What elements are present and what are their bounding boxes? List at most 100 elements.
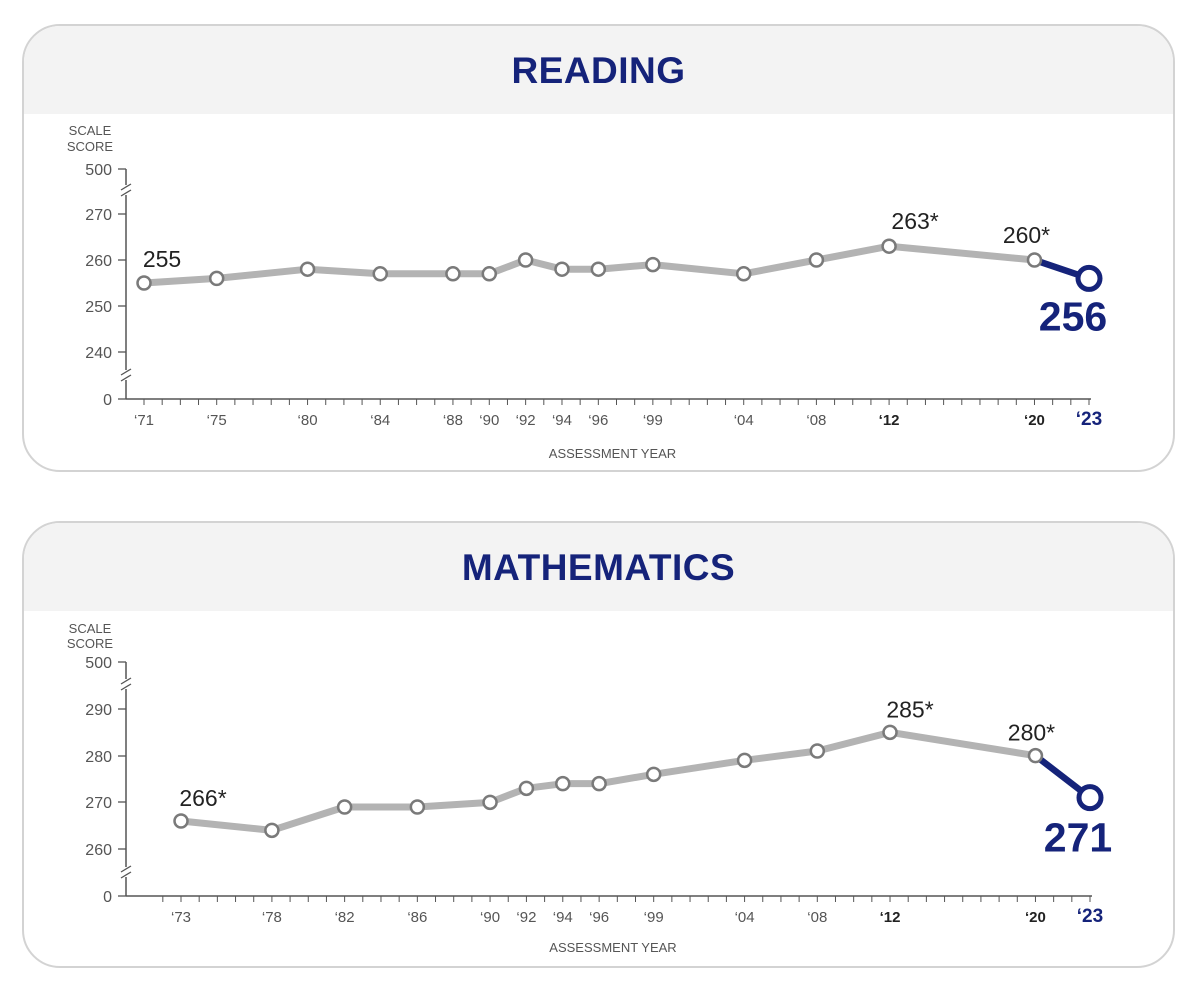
mathematics-data-point [591,775,607,792]
reading-x-tick-label: ‘88 [443,412,463,429]
reading-panel: READING [22,24,1175,472]
mathematics-y-tick-label: 280 [85,749,112,766]
reading-y-tick-label: 250 [85,299,112,316]
mathematics-x-tick-label: ‘78 [262,909,282,926]
reading-data-point [808,252,825,268]
mathematics-data-label: 266* [179,785,226,811]
mathematics-x-tick-label: ‘92 [516,909,536,926]
reading-highlight-label: 256 [1039,293,1107,339]
mathematics-data-point [882,724,898,741]
mathematics-panel-header: MATHEMATICS [24,523,1173,611]
reading-x-tick-label: ‘94 [552,412,572,429]
mathematics-data-point [736,752,753,769]
mathematics-data-point [555,775,571,792]
reading-data-point [136,275,152,291]
reading-data-label: 260* [1003,222,1050,248]
reading-data-point [445,266,461,282]
mathematics-data-label: 285* [886,696,933,722]
reading-x-tick-label: ‘75 [207,412,227,429]
mathematics-x-tick-label: ‘94 [553,909,573,926]
mathematics-data-point [809,743,826,759]
mathematics-x-tick-label: ‘08 [807,909,827,926]
mathematics-y-tick-label: 290 [85,702,112,719]
mathematics-axis-break-mark [120,871,132,879]
reading-data-point [554,261,570,277]
mathematics-x-tick-label: ‘12 [880,909,901,926]
reading-x-tick-label: ‘71 [134,412,154,429]
reading-data-point [481,266,498,282]
mathematics-y-axis-label: SCALE [69,621,112,636]
reading-data-point [645,256,661,273]
mathematics-x-tick-label: ‘04 [735,909,755,926]
mathematics-x-tick-label: ‘96 [589,909,609,926]
reading-axis-break-mark [120,374,132,382]
reading-y-tick-label: 270 [85,207,112,224]
mathematics-y-tick-label: 260 [85,842,112,859]
reading-data-label: 255 [143,246,181,272]
reading-x-tick-label: ‘23 [1076,409,1102,430]
reading-x-tick-label: ‘20 [1024,412,1045,429]
reading-data-point [299,261,316,277]
mathematics-highlight-label: 271 [1044,815,1112,861]
reading-x-tick-label: ‘80 [298,412,318,429]
mathematics-axis-break-gap [120,867,132,877]
mathematics-data-point [1027,747,1044,764]
reading-axis-break-mark [120,189,132,197]
reading-x-tick-label: ‘08 [806,412,826,429]
reading-x-tick-label: ‘90 [479,412,499,429]
reading-x-tick-label: ‘99 [643,412,663,429]
mathematics-x-tick-label: ‘73 [171,909,191,926]
mathematics-x-tick-label: ‘82 [335,909,355,926]
mathematics-y-axis-label: SCORE [67,636,114,651]
reading-title: READING [511,50,686,91]
reading-x-axis-label: ASSESSMENT YEAR [549,446,676,461]
mathematics-axis-break-mark [120,683,132,691]
reading-y-tick-label: 500 [85,162,112,179]
reading-x-tick-label: ‘96 [588,412,608,429]
mathematics-data-point [518,780,535,797]
mathematics-x-axis-label: ASSESSMENT YEAR [549,940,676,955]
reading-axis-break-gap [120,370,132,380]
reading-y-axis-label: SCORE [67,139,114,154]
reading-x-tick-label: ‘84 [370,412,390,429]
reading-history-line [140,242,1038,287]
mathematics-x-tick-label: ‘23 [1077,906,1103,927]
mathematics-title: MATHEMATICS [461,547,736,588]
mathematics-axis-break-mark [120,865,132,873]
reading-y-tick-label: 260 [85,253,112,270]
mathematics-data-point [264,822,280,839]
reading-y-tick-label: 0 [103,392,112,409]
reading-axis-break-mark [120,183,132,191]
mathematics-history-line [177,728,1039,834]
mathematics-x-tick-label: ‘86 [407,909,427,926]
reading-data-point [881,238,897,254]
mathematics-axis-break-mark [120,677,132,685]
reading-y-axis-label: SCALE [69,123,112,138]
reading-panel-header: READING [24,26,1173,114]
mathematics-y-tick-label: 270 [85,795,112,812]
mathematics-x-tick-label: ‘90 [480,909,500,926]
mathematics-y-tick-label: 500 [85,655,112,672]
mathematics-data-point [173,813,189,829]
reading-data-point [517,252,534,268]
mathematics-data-point [645,766,662,783]
mathematics-data-point [336,799,353,815]
reading-data-point [208,270,225,287]
reading-data-point [1026,252,1043,268]
reading-x-tick-label: ‘92 [516,412,536,429]
reading-x-tick-label: ‘12 [879,412,900,429]
mathematics-highlight-point [1076,784,1104,812]
reading-axis-break-gap [120,185,132,195]
mathematics-data-point [482,794,498,811]
mathematics-data-point [409,799,426,815]
reading-highlight-point [1075,264,1103,292]
mathematics-x-tick-label: ‘99 [644,909,664,926]
reading-y-tick-label: 240 [85,345,112,362]
reading-data-label: 263* [891,208,938,234]
reading-x-tick-label: ‘04 [734,412,754,429]
mathematics-axis-break-gap [120,679,132,689]
mathematics-data-label: 280* [1008,720,1055,746]
reading-data-point [590,261,607,277]
reading-data-point [735,266,752,282]
